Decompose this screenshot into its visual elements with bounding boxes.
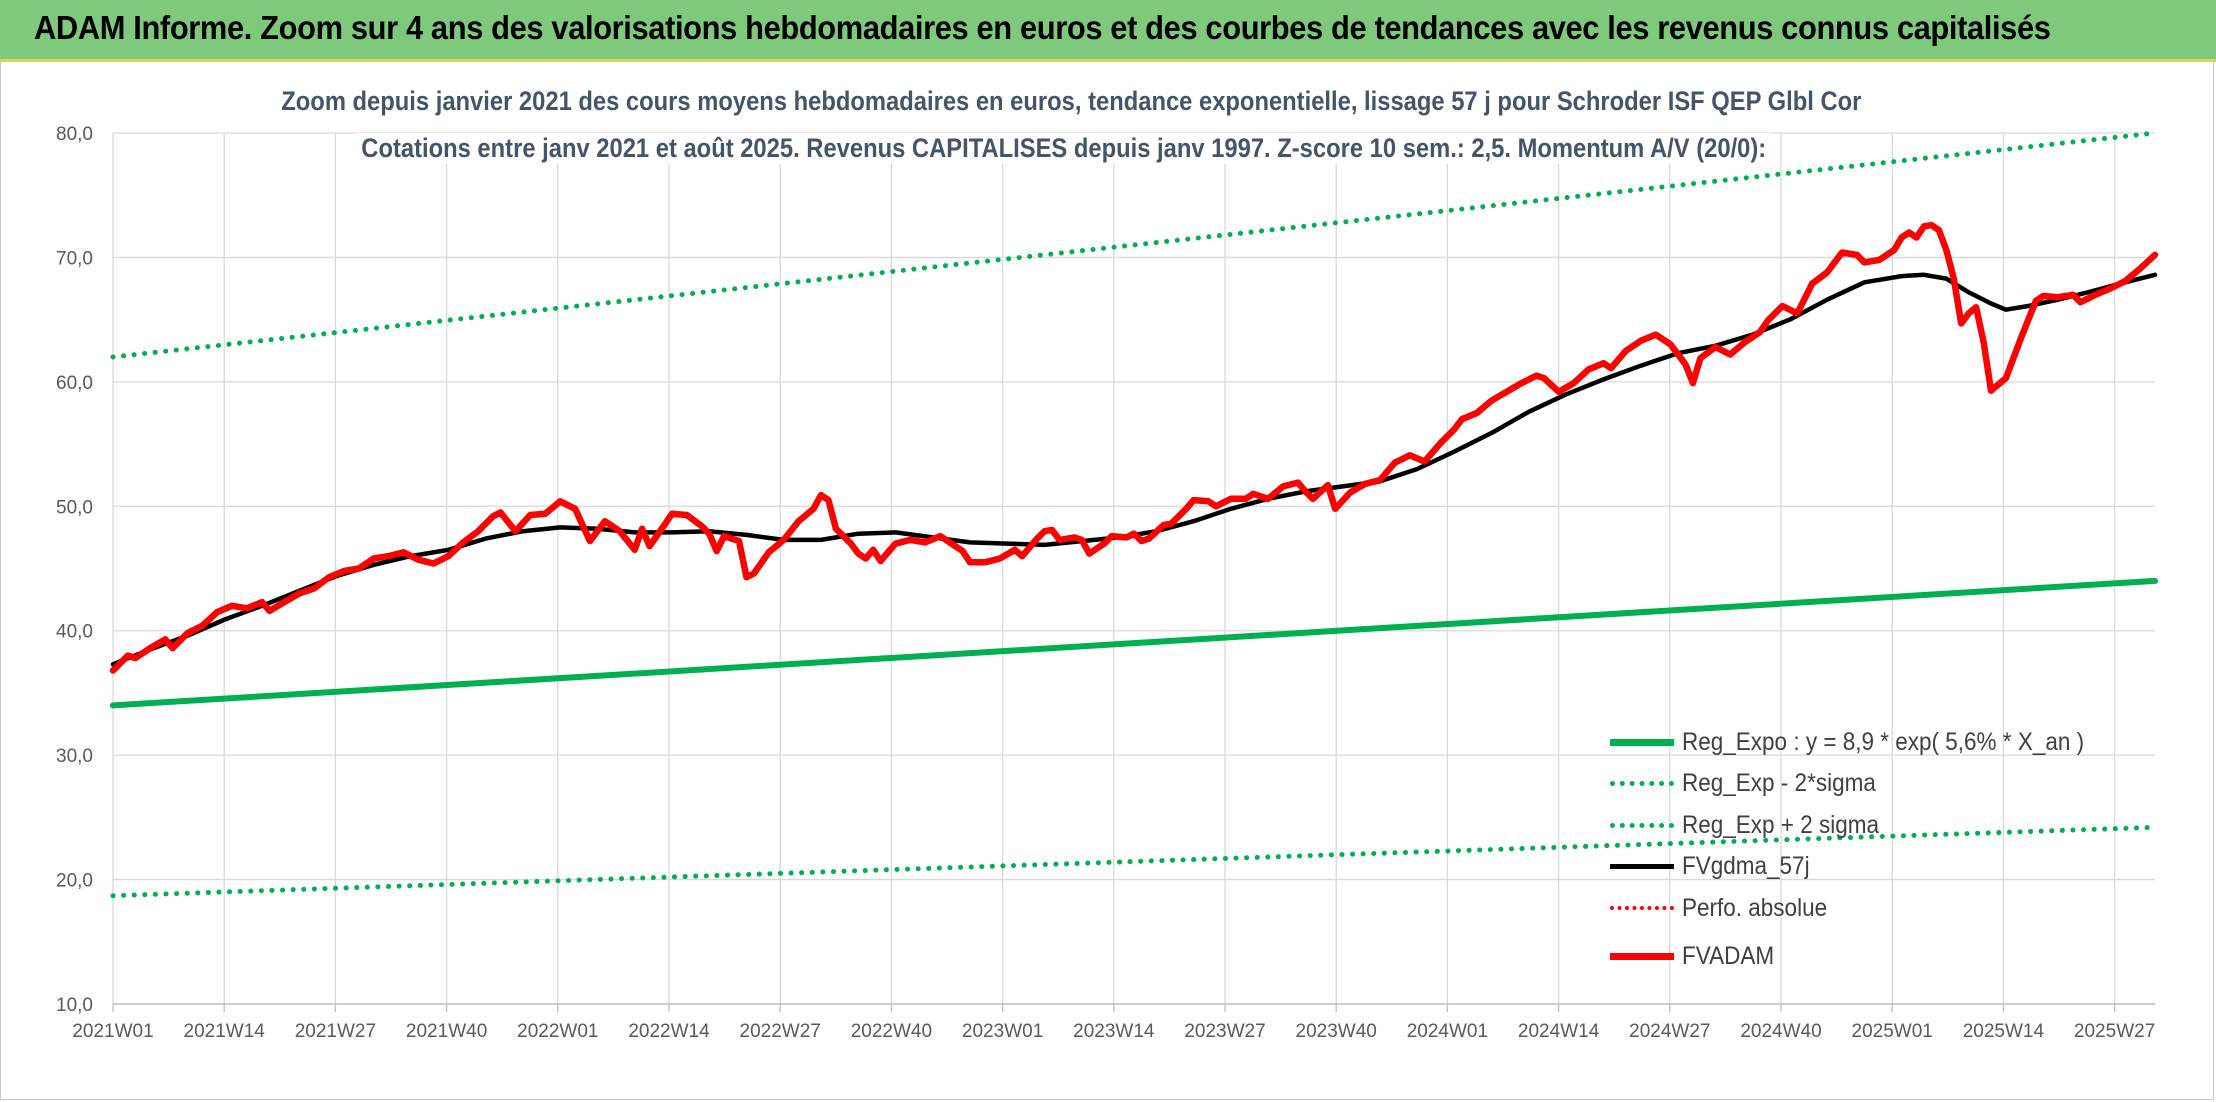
legend-item-fvadam: FVADAM xyxy=(1610,941,1784,971)
chart-series xyxy=(109,130,2159,899)
x-tick-label: 2022W40 xyxy=(851,1021,932,1042)
legend-label: FVADAM xyxy=(1682,941,1775,970)
legend-label: Perfo. absolue xyxy=(1682,893,1828,922)
legend-item-reg-minus-2sigma: Reg_Exp - 2*sigma xyxy=(1610,768,1897,798)
series-line-dotted-green xyxy=(110,130,2158,360)
legend-swatch-perfo-absolue xyxy=(1610,906,1674,910)
legend-label: Reg_Exp - 2*sigma xyxy=(1682,768,1876,797)
y-tick-label: 30,0 xyxy=(56,746,93,767)
legend-swatch-reg-plus-2sigma xyxy=(1610,822,1674,828)
legend-label: Reg_Expo : y = 8,9 * exp( 5,6% * X_an ) xyxy=(1682,727,2085,756)
y-tick-label: 60,0 xyxy=(56,373,93,394)
x-tick-label: 2022W14 xyxy=(628,1021,710,1042)
legend-swatch-reg-expo xyxy=(1610,738,1674,746)
series-line-solid-green xyxy=(110,577,2158,709)
legend-swatch-reg-minus-2sigma xyxy=(1610,780,1674,786)
series-line-solid-black xyxy=(110,272,2158,667)
x-tick-label: 2024W01 xyxy=(1407,1021,1488,1042)
report-title: ADAM Informe. Zoom sur 4 ans des valoris… xyxy=(34,9,2051,46)
x-axis-ticks: 2021W01 2021W14 2021W27 2021W40 2022W01 2022W… xyxy=(72,1004,2155,1042)
x-tick-label: 2025W27 xyxy=(2074,1021,2155,1042)
x-tick-label: 2023W40 xyxy=(1296,1021,1377,1042)
x-tick-label: 2022W01 xyxy=(517,1021,598,1042)
y-tick-label: 40,0 xyxy=(56,622,93,643)
legend-swatch-fvgdma xyxy=(1610,863,1674,869)
series-line-solid-red xyxy=(109,221,2159,674)
x-tick-label: 2021W27 xyxy=(295,1021,376,1042)
chart-title: Zoom depuis janvier 2021 des cours moyen… xyxy=(276,86,1867,117)
x-tick-label: 2025W14 xyxy=(1963,1021,2045,1042)
x-tick-label: 2025W01 xyxy=(1852,1021,1933,1042)
legend-swatch-fvadam xyxy=(1610,952,1674,960)
line-chart: 80,0 70,0 60,0 50,0 40,0 30,0 20,0 10,0 2021W01… xyxy=(56,124,2159,1042)
x-tick-label: 2021W40 xyxy=(406,1021,487,1042)
legend-item-perfo-absolue: Perfo. absolue xyxy=(1610,893,1843,923)
y-tick-label: 20,0 xyxy=(56,871,93,892)
x-tick-label: 2021W14 xyxy=(184,1021,266,1042)
chart-grid xyxy=(112,132,2155,1005)
series-line-dotted-green xyxy=(110,824,2158,899)
x-tick-label: 2024W40 xyxy=(1740,1021,1821,1042)
x-tick-label: 2023W27 xyxy=(1184,1021,1265,1042)
x-tick-label: 2022W27 xyxy=(740,1021,821,1042)
report-banner: ADAM Informe. Zoom sur 4 ans des valoris… xyxy=(0,0,2216,62)
x-tick-label: 2023W14 xyxy=(1073,1021,1155,1042)
legend-item-reg-plus-2sigma: Reg_Exp + 2 sigma xyxy=(1610,810,1901,840)
legend-item-reg-expo: Reg_Expo : y = 8,9 * exp( 5,6% * X_an ) xyxy=(1610,727,2129,757)
x-tick-label: 2024W14 xyxy=(1518,1021,1600,1042)
y-tick-label: 10,0 xyxy=(56,995,93,1016)
x-tick-label: 2024W27 xyxy=(1629,1021,1710,1042)
chart-subtitle: Cotations entre janv 2021 et août 2025. … xyxy=(356,133,1772,164)
x-tick-label: 2021W01 xyxy=(72,1021,153,1042)
y-tick-label: 80,0 xyxy=(56,124,93,145)
legend-label: Reg_Exp + 2 sigma xyxy=(1682,810,1879,839)
legend-item-fvgdma: FVgdma_57j xyxy=(1610,851,1824,881)
y-axis-ticks: 80,0 70,0 60,0 50,0 40,0 30,0 20,0 10,0 xyxy=(56,124,93,1016)
y-tick-label: 50,0 xyxy=(56,497,93,518)
legend-label: FVgdma_57j xyxy=(1682,851,1810,880)
y-tick-label: 70,0 xyxy=(56,248,93,269)
x-tick-label: 2023W01 xyxy=(962,1021,1043,1042)
